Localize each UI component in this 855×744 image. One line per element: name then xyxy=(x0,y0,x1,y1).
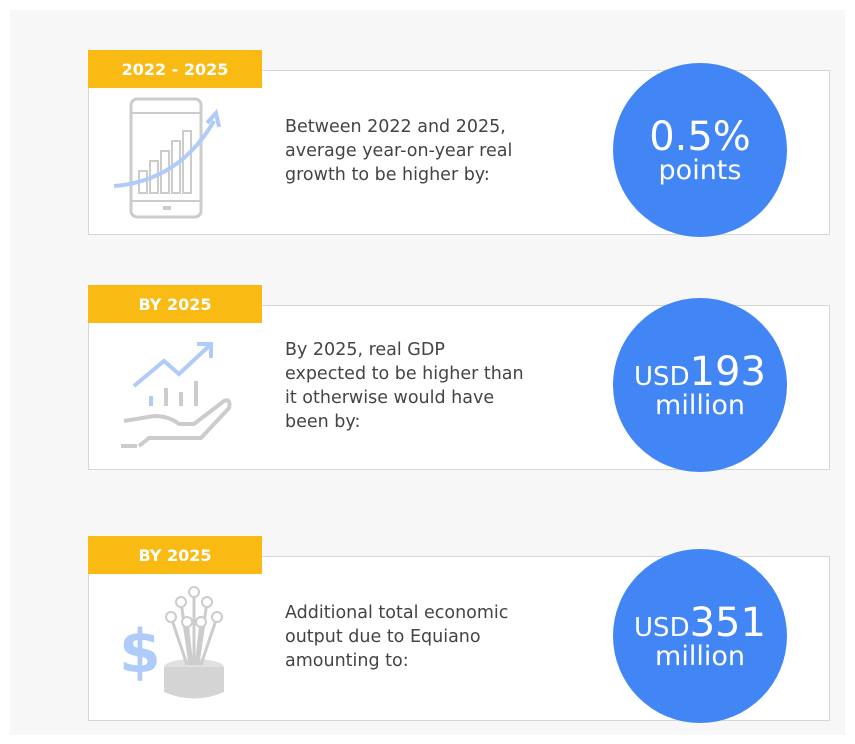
icon-shape xyxy=(195,616,207,628)
tag: BY 2025 xyxy=(88,285,262,323)
description: By 2025, real GDP expected to be higher t… xyxy=(285,338,524,434)
icon-shape: $ xyxy=(119,617,161,687)
icon-shape xyxy=(205,108,221,128)
icon-shape xyxy=(123,398,232,448)
description-line: By 2025, real GDP xyxy=(285,340,445,360)
value-main-line: USD193 xyxy=(634,352,766,392)
value-circle: 0.5% points xyxy=(613,63,787,237)
value-prefix: USD xyxy=(634,612,690,643)
value-main-line: 0.5% xyxy=(649,117,751,157)
description: Between 2022 and 2025, average year-on-ye… xyxy=(285,115,512,187)
description-line: it otherwise would have xyxy=(285,388,495,408)
icon-shape xyxy=(181,616,193,628)
description-line: output due to Equiano xyxy=(285,627,481,647)
icon-shape xyxy=(211,611,223,623)
card-icon: $ xyxy=(109,577,239,711)
value-main: 193 xyxy=(689,348,766,395)
icon-shape xyxy=(113,97,221,219)
icon-shape xyxy=(201,596,213,608)
value-unit: points xyxy=(658,154,742,186)
icon-shape xyxy=(163,206,171,210)
value-circle: USD351 million xyxy=(613,549,787,723)
icon-shape xyxy=(182,130,192,194)
icon-shape xyxy=(197,342,213,358)
description-line: average year-on-year real xyxy=(285,141,513,161)
icon-shape xyxy=(175,596,187,608)
icon-shape xyxy=(121,342,232,448)
icon-shape xyxy=(199,616,219,666)
card-icon xyxy=(109,326,239,460)
description-line: expected to be higher than xyxy=(285,364,524,384)
icon-shape xyxy=(179,601,192,666)
icon-shape xyxy=(164,667,224,699)
description-line: Additional total economic xyxy=(285,603,509,623)
value-main: 351 xyxy=(689,599,766,646)
icon-shape xyxy=(129,97,203,219)
value-main: 0.5% xyxy=(649,113,751,160)
value-circle: USD193 million xyxy=(613,298,787,472)
description-line: growth to be higher by: xyxy=(285,165,490,185)
card-icon xyxy=(109,91,239,225)
icon-shape xyxy=(169,616,189,666)
tag: 2022 - 2025 xyxy=(88,50,262,88)
description-line: been by: xyxy=(285,412,361,432)
icon-shape xyxy=(196,601,209,666)
value-unit: million xyxy=(655,640,745,672)
value-prefix: USD xyxy=(634,361,690,392)
description: Additional total economic output due to E… xyxy=(285,601,508,673)
tag: BY 2025 xyxy=(88,536,262,574)
description-line: amounting to: xyxy=(285,651,409,671)
icon-shape xyxy=(194,621,203,666)
icon-shape xyxy=(185,621,194,666)
value-unit: million xyxy=(655,389,745,421)
value-main-line: USD351 xyxy=(634,603,766,643)
description-line: Between 2022 and 2025, xyxy=(285,117,506,137)
icon-shape xyxy=(132,344,211,388)
icon-shape xyxy=(113,119,216,188)
icon-shape xyxy=(165,611,177,623)
icon-shape xyxy=(188,586,200,598)
icon-shape: $ xyxy=(119,586,224,699)
